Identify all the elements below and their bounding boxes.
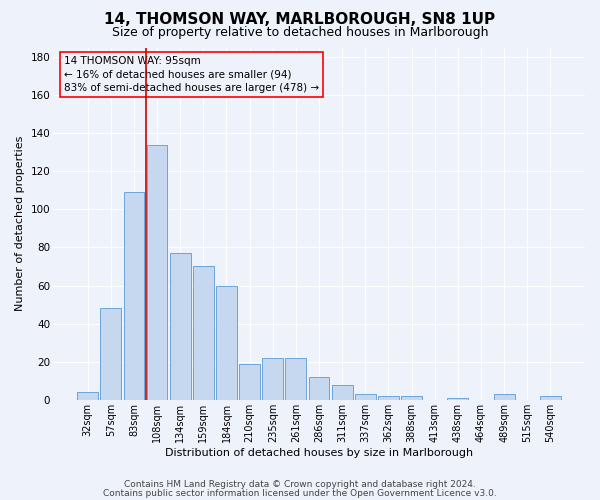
- Bar: [216, 286, 237, 400]
- Bar: [124, 192, 145, 400]
- X-axis label: Distribution of detached houses by size in Marlborough: Distribution of detached houses by size …: [165, 448, 473, 458]
- Bar: [286, 358, 307, 400]
- Bar: [193, 266, 214, 400]
- Bar: [448, 398, 468, 400]
- Bar: [262, 358, 283, 400]
- Bar: [494, 394, 515, 400]
- Bar: [100, 308, 121, 400]
- Bar: [77, 392, 98, 400]
- Text: Contains public sector information licensed under the Open Government Licence v3: Contains public sector information licen…: [103, 489, 497, 498]
- Bar: [540, 396, 561, 400]
- Bar: [355, 394, 376, 400]
- Y-axis label: Number of detached properties: Number of detached properties: [15, 136, 25, 312]
- Bar: [401, 396, 422, 400]
- Bar: [308, 377, 329, 400]
- Text: 14, THOMSON WAY, MARLBOROUGH, SN8 1UP: 14, THOMSON WAY, MARLBOROUGH, SN8 1UP: [104, 12, 496, 28]
- Bar: [170, 253, 191, 400]
- Text: Contains HM Land Registry data © Crown copyright and database right 2024.: Contains HM Land Registry data © Crown c…: [124, 480, 476, 489]
- Bar: [146, 144, 167, 400]
- Bar: [332, 384, 353, 400]
- Bar: [239, 364, 260, 400]
- Text: 14 THOMSON WAY: 95sqm
← 16% of detached houses are smaller (94)
83% of semi-deta: 14 THOMSON WAY: 95sqm ← 16% of detached …: [64, 56, 319, 92]
- Text: Size of property relative to detached houses in Marlborough: Size of property relative to detached ho…: [112, 26, 488, 39]
- Bar: [378, 396, 399, 400]
